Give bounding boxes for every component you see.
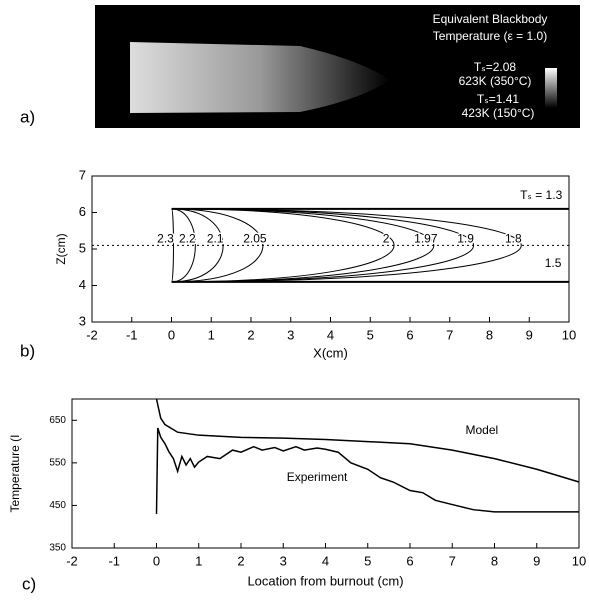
contour-label: 2.1 (207, 232, 224, 246)
x-tick-label: 0 (153, 553, 160, 568)
x-tick-label: 7 (449, 553, 456, 568)
x-tick-label: 10 (572, 553, 586, 568)
x-tick-label: -2 (86, 327, 98, 342)
legend-label: Experiment (287, 470, 348, 484)
x-tick-label: 5 (367, 327, 374, 342)
contour-label: 1.9 (457, 232, 474, 246)
scale-top: 623K (350°C) (459, 74, 532, 88)
x-tick-label: 10 (562, 327, 576, 342)
x-tick-label: -2 (66, 553, 78, 568)
x-tick-label: 4 (322, 553, 329, 568)
x-tick-label: 2 (237, 553, 244, 568)
panel-label: c) (22, 574, 36, 593)
y-tick-label: 4 (79, 277, 86, 292)
x-tick-label: 1 (208, 327, 215, 342)
x-tick-label: 6 (406, 327, 413, 342)
contour-label: 1.97 (414, 232, 438, 246)
annotation: 1.5 (545, 256, 562, 270)
y-tick-label: 6 (79, 204, 86, 219)
legend-title: Temperature (ε = 1.0) (433, 29, 547, 43)
x-tick-label: 5 (364, 553, 371, 568)
x-tick-label: 0 (168, 327, 175, 342)
scale-top: Tₛ=2.08 (474, 60, 516, 74)
x-tick-label: 2 (247, 327, 254, 342)
plot-frame (92, 176, 569, 322)
contour-label: 2.3 (157, 232, 174, 246)
x-tick-label: 6 (406, 553, 413, 568)
color-bar (545, 68, 557, 108)
legend-title: Equivalent Blackbody (433, 12, 548, 26)
contour-label: 2 (383, 232, 390, 246)
y-axis-label: Temperature (I (8, 434, 22, 512)
scale-bottom: Tₛ=1.41 (477, 92, 519, 106)
panel-label: a) (20, 107, 35, 126)
x-tick-label: 4 (327, 327, 334, 342)
x-tick-label: 1 (195, 553, 202, 568)
x-axis-label: Location from burnout (cm) (247, 573, 403, 588)
x-tick-label: 7 (446, 327, 453, 342)
contour-label: 2.2 (179, 232, 196, 246)
y-tick-label: 7 (79, 167, 86, 182)
legend-label: Model (465, 423, 498, 437)
x-tick-label: 9 (533, 553, 540, 568)
contour-label: 2.05 (243, 232, 267, 246)
y-tick-label: 350 (49, 543, 66, 554)
x-axis-label: X(cm) (313, 345, 348, 360)
x-tick-label: 3 (280, 553, 287, 568)
annotation: Tₛ = 1.3 (520, 188, 562, 202)
panel-label: b) (20, 341, 35, 360)
y-tick-label: 450 (49, 500, 66, 511)
x-tick-label: -1 (108, 553, 120, 568)
y-tick-label: 5 (79, 240, 86, 255)
x-tick-label: 8 (486, 327, 493, 342)
y-axis-label: Z(cm) (54, 233, 68, 264)
x-tick-label: 3 (287, 327, 294, 342)
y-tick-label: 3 (79, 313, 86, 328)
figure: Equivalent Blackbody Temperature (ε = 1.0… (0, 0, 589, 599)
y-tick-label: 550 (49, 457, 66, 468)
y-tick-label: 650 (49, 415, 66, 426)
x-tick-label: 8 (491, 553, 498, 568)
x-tick-label: -1 (126, 327, 138, 342)
contour-label: 1.8 (505, 232, 522, 246)
x-tick-label: 9 (526, 327, 533, 342)
scale-bottom: 423K (150°C) (462, 106, 535, 120)
